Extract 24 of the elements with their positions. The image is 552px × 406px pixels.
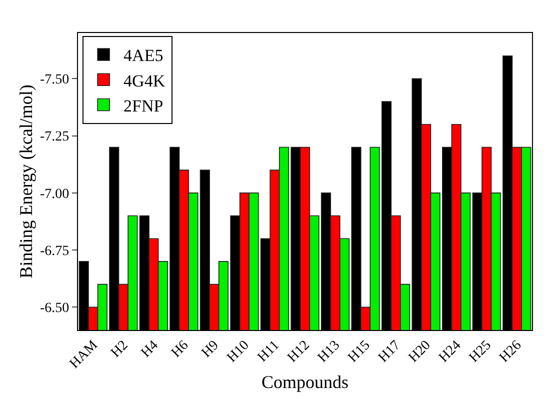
x-tick-label: H12: [285, 338, 313, 366]
x-tick-label: H2: [108, 338, 132, 361]
legend-label: 4G4K: [124, 71, 166, 90]
x-tick-label: H13: [315, 338, 344, 366]
y-tick-label: -7.00: [40, 186, 70, 202]
x-tick-label: H24: [436, 338, 464, 366]
x-tick-label: H4: [138, 338, 162, 361]
x-tick-label: H6: [168, 338, 192, 361]
legend-label: 4AE5: [124, 46, 164, 66]
x-tick-label: H26: [496, 338, 525, 366]
y-tick-label: -7.50: [40, 72, 70, 88]
x-tick-label: H20: [406, 338, 434, 366]
x-tick-label: H9: [199, 338, 222, 361]
y-tick-label: -7.25: [40, 130, 70, 145]
x-axis-title: Compounds: [261, 372, 349, 392]
x-tick-label: H25: [466, 338, 494, 366]
x-tick-label: H17: [376, 338, 404, 366]
y-tick-label: -6.50: [40, 301, 70, 316]
x-tick-label: H15: [346, 338, 374, 366]
y-axis-title: Binding Energy (kcal/mol): [16, 84, 36, 278]
y-tick-label: -6.75: [40, 244, 70, 259]
x-tick-label: H11: [255, 338, 283, 366]
x-tick-label: H10: [224, 338, 252, 366]
legend-label: 2FNP: [124, 96, 164, 116]
